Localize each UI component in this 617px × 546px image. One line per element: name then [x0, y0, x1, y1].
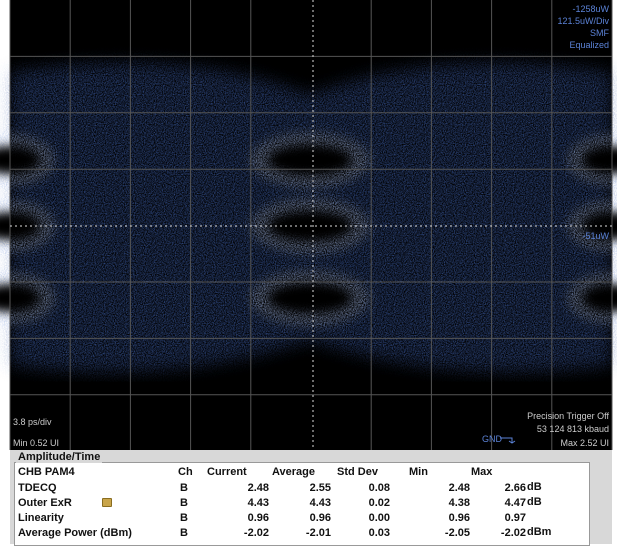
baud-rate: 53 124 813 kbaud: [537, 424, 609, 434]
cell: 4.47: [504, 497, 526, 509]
cell: 0.03: [368, 527, 390, 539]
column-header: Current: [207, 466, 247, 478]
ground-label: GND: [482, 434, 503, 444]
time-scale: 3.8 ps/div: [13, 417, 52, 427]
cell: 4.38: [448, 497, 470, 509]
cell: dB: [527, 496, 542, 508]
cell: 0.97: [504, 512, 526, 524]
lock-icon[interactable]: [102, 498, 112, 507]
column-header: Std Dev: [337, 466, 378, 478]
cell: B: [180, 527, 188, 539]
row-label: Average Power (dBm): [18, 527, 132, 539]
column-header: CHB PAM4: [18, 466, 75, 478]
cell: -2.02: [500, 527, 526, 539]
row-label: Outer ExR: [18, 497, 72, 509]
row-label: TDECQ: [18, 482, 57, 494]
reference-label: -51uW: [582, 231, 609, 241]
scope-screen: -1258uW 121.5uW/Div SMF Equalized -51uW …: [0, 0, 617, 450]
cell: dBm: [527, 526, 552, 538]
cell: 2.48: [247, 482, 269, 494]
measurement-table: Amplitude/Time CHB PAM4 Ch Current Average S…: [10, 450, 612, 546]
cell: 2.48: [448, 482, 470, 494]
column-header: Min: [409, 466, 428, 478]
ground-marker: [500, 437, 516, 444]
cell: 0.96: [309, 512, 331, 524]
table-title: Amplitude/Time: [16, 451, 103, 463]
min-ui: Min 0.52 UI: [13, 438, 59, 448]
graticule: [9, 0, 613, 450]
cell: dB: [527, 481, 542, 493]
cell: -2.02: [243, 527, 269, 539]
column-header: Ch: [178, 466, 193, 478]
trigger: Precision Trigger Off: [527, 411, 609, 421]
cell: B: [180, 482, 188, 494]
cell: 2.66: [504, 482, 526, 494]
cell: 0.08: [368, 482, 390, 494]
cell: -2.01: [305, 527, 331, 539]
max-ui: Max 2.52 UI: [560, 438, 609, 448]
cell: 0.96: [448, 512, 470, 524]
column-header: Average: [272, 466, 316, 478]
scale-label: 121.5uW/Div: [557, 16, 609, 26]
cell: 4.43: [247, 497, 269, 509]
cell: B: [180, 512, 188, 524]
scale-label: Equalized: [569, 40, 609, 50]
cell: 4.43: [309, 497, 331, 509]
column-header: Max: [471, 466, 493, 478]
cell: 0.02: [368, 497, 390, 509]
cell: 2.55: [309, 482, 331, 494]
scale-label: -1258uW: [572, 4, 609, 14]
cell: 0.96: [247, 512, 269, 524]
cell: 0.00: [368, 512, 390, 524]
row-label: Linearity: [18, 512, 64, 524]
cell: B: [180, 497, 188, 509]
cell: -2.05: [444, 527, 470, 539]
scale-label: SMF: [590, 28, 610, 38]
